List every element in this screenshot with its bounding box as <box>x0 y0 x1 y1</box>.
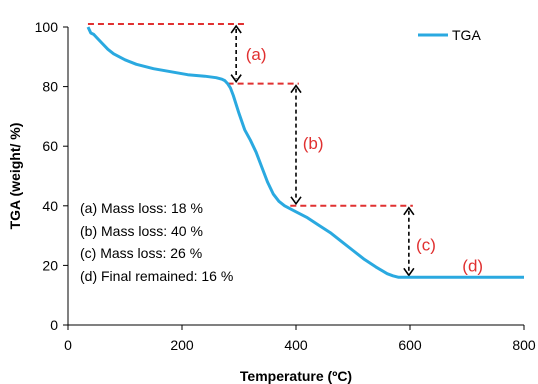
x-tick-label: 400 <box>284 337 308 353</box>
x-tick-label: 800 <box>512 337 536 353</box>
arrow-head-down <box>290 196 302 206</box>
arrow-head-up <box>403 206 415 216</box>
y-tick-label: 100 <box>35 19 59 35</box>
note-c: (c) Mass loss: 26 % <box>80 245 202 261</box>
note-d: (d) Final remained: 16 % <box>80 268 233 284</box>
x-tick-label: 0 <box>64 337 72 353</box>
note-b: (b) Mass loss: 40 % <box>80 223 203 239</box>
region-label: (b) <box>303 134 324 153</box>
legend: TGA <box>418 27 481 43</box>
series-line-tga <box>86 26 524 279</box>
reference-lines <box>87 23 413 207</box>
arrow-head-down <box>230 74 242 83</box>
series-group <box>86 26 524 279</box>
legend-label-tga: TGA <box>452 27 481 43</box>
x-axis-title: Temperature (ºC) <box>240 368 352 384</box>
region-label: (a) <box>246 45 267 64</box>
x-tick-label: 600 <box>398 337 422 353</box>
region-label: (c) <box>416 236 436 255</box>
labels: (a) (b) (c) (d) <box>246 45 483 276</box>
y-tick-label: 0 <box>50 317 58 333</box>
note-a: (a) Mass loss: 18 % <box>80 200 203 216</box>
y-tick-label: 80 <box>42 79 58 95</box>
arrow-head-down <box>403 267 415 277</box>
mass-loss-notes: (a) Mass loss: 18 % (b) Mass loss: 40 % … <box>80 200 233 284</box>
axes: 0 20 40 60 80 100 0 200 400 600 800 <box>35 19 536 353</box>
arrow-head-up <box>290 84 302 94</box>
region-label: (d) <box>462 256 483 275</box>
arrow-head-up <box>230 24 242 34</box>
y-tick-label: 20 <box>42 257 58 273</box>
y-axis-title: TGA (weight/ %) <box>7 123 23 230</box>
y-tick-label: 60 <box>42 138 58 154</box>
x-tick-label: 200 <box>170 337 194 353</box>
y-tick-label: 40 <box>42 198 58 214</box>
arrows <box>230 24 415 277</box>
